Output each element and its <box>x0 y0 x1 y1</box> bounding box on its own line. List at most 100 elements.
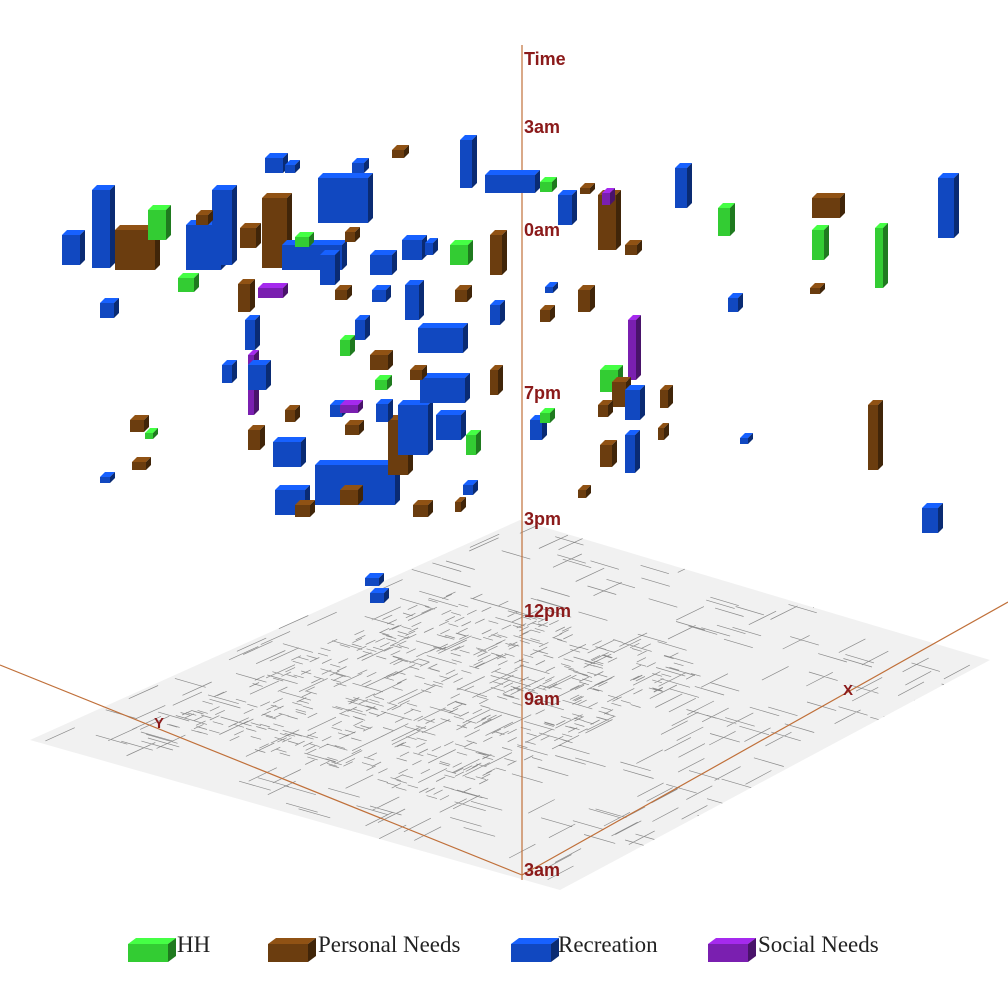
block-top <box>600 440 617 445</box>
block-top <box>600 365 623 370</box>
time-tick-label: 7pm <box>524 383 561 403</box>
block-side <box>590 285 595 312</box>
block-top <box>148 205 171 210</box>
legend-swatch <box>708 944 748 962</box>
legend-swatch-top <box>128 938 176 944</box>
block-top <box>612 377 631 382</box>
block-side <box>404 145 409 158</box>
block-front <box>718 208 730 236</box>
block-top <box>812 193 845 198</box>
block-front <box>675 168 687 208</box>
block-front <box>580 188 590 194</box>
block-front <box>148 210 166 240</box>
block-side <box>610 188 615 205</box>
block-top <box>578 485 591 490</box>
block-side <box>472 135 477 188</box>
legend-swatch-side <box>308 938 316 962</box>
block-side <box>664 423 669 440</box>
block-side <box>473 480 478 495</box>
block-top <box>365 573 384 578</box>
block-top <box>318 173 373 178</box>
legend-swatch-side <box>551 938 559 962</box>
block-front <box>345 232 355 242</box>
legend-swatch <box>511 944 551 962</box>
block-side <box>146 457 151 470</box>
block-top <box>315 460 400 465</box>
block-side <box>840 193 845 218</box>
block-front <box>410 370 422 380</box>
block-front <box>372 290 386 302</box>
block-front <box>318 178 368 223</box>
block-top <box>196 210 213 215</box>
block-side <box>820 283 825 294</box>
activity-blocks <box>62 135 959 603</box>
block-front <box>238 284 250 312</box>
block-side <box>461 497 466 512</box>
block-front <box>460 140 472 188</box>
block-top <box>628 315 641 320</box>
block-front <box>625 435 635 473</box>
block-front <box>628 320 636 380</box>
block-side <box>392 250 397 275</box>
legend-swatch <box>128 944 168 962</box>
legend: HH Personal Needs Recreation Social Needs <box>128 932 879 962</box>
block-side <box>498 365 503 395</box>
time-axis-label: Time <box>524 49 566 69</box>
block-side <box>358 485 363 505</box>
time-tick-label: 9am <box>524 689 560 709</box>
block-side <box>552 177 557 192</box>
block-side <box>379 573 384 586</box>
block-front <box>490 235 502 275</box>
block-top <box>370 588 389 593</box>
block-side <box>535 170 540 193</box>
block-front <box>222 365 232 383</box>
block-side <box>500 300 505 325</box>
block-side <box>80 230 85 265</box>
block-side <box>748 433 753 444</box>
block-top <box>402 235 427 240</box>
time-tick-label: 3am <box>524 860 560 880</box>
block-side <box>335 250 340 285</box>
block-side <box>550 305 555 322</box>
block-front <box>248 365 266 390</box>
block-side <box>310 500 315 517</box>
block-side <box>590 183 595 194</box>
block-front <box>405 285 419 320</box>
block-front <box>352 163 364 173</box>
block-front <box>376 404 388 422</box>
block-top <box>418 323 468 328</box>
block-side <box>250 279 255 312</box>
block-front <box>740 438 748 444</box>
block-top <box>132 457 151 462</box>
block-front <box>485 175 535 193</box>
block-top <box>372 285 391 290</box>
block-front <box>402 240 422 260</box>
block-side <box>110 472 115 483</box>
block-side <box>350 335 355 356</box>
block-front <box>938 178 954 238</box>
block-top <box>558 190 577 195</box>
block-top <box>545 282 558 287</box>
block-side <box>114 298 119 318</box>
block-front <box>370 593 384 603</box>
block-side <box>283 283 288 298</box>
block-front <box>598 405 608 417</box>
block-top <box>178 273 199 278</box>
block-side <box>194 273 199 292</box>
block-top <box>938 173 959 178</box>
time-tick-label: 3am <box>524 117 560 137</box>
block-front <box>365 578 379 586</box>
block-side <box>144 415 149 432</box>
block-front <box>330 405 342 417</box>
block-side <box>502 230 507 275</box>
x-axis-label: X <box>843 682 853 699</box>
block-front <box>178 278 194 292</box>
block-side <box>388 350 393 370</box>
block-front <box>100 303 114 318</box>
block-side <box>550 408 555 423</box>
block-side <box>824 225 829 260</box>
block-front <box>375 380 387 390</box>
block-front <box>398 405 428 455</box>
block-front <box>812 230 824 260</box>
block-side <box>295 160 300 173</box>
